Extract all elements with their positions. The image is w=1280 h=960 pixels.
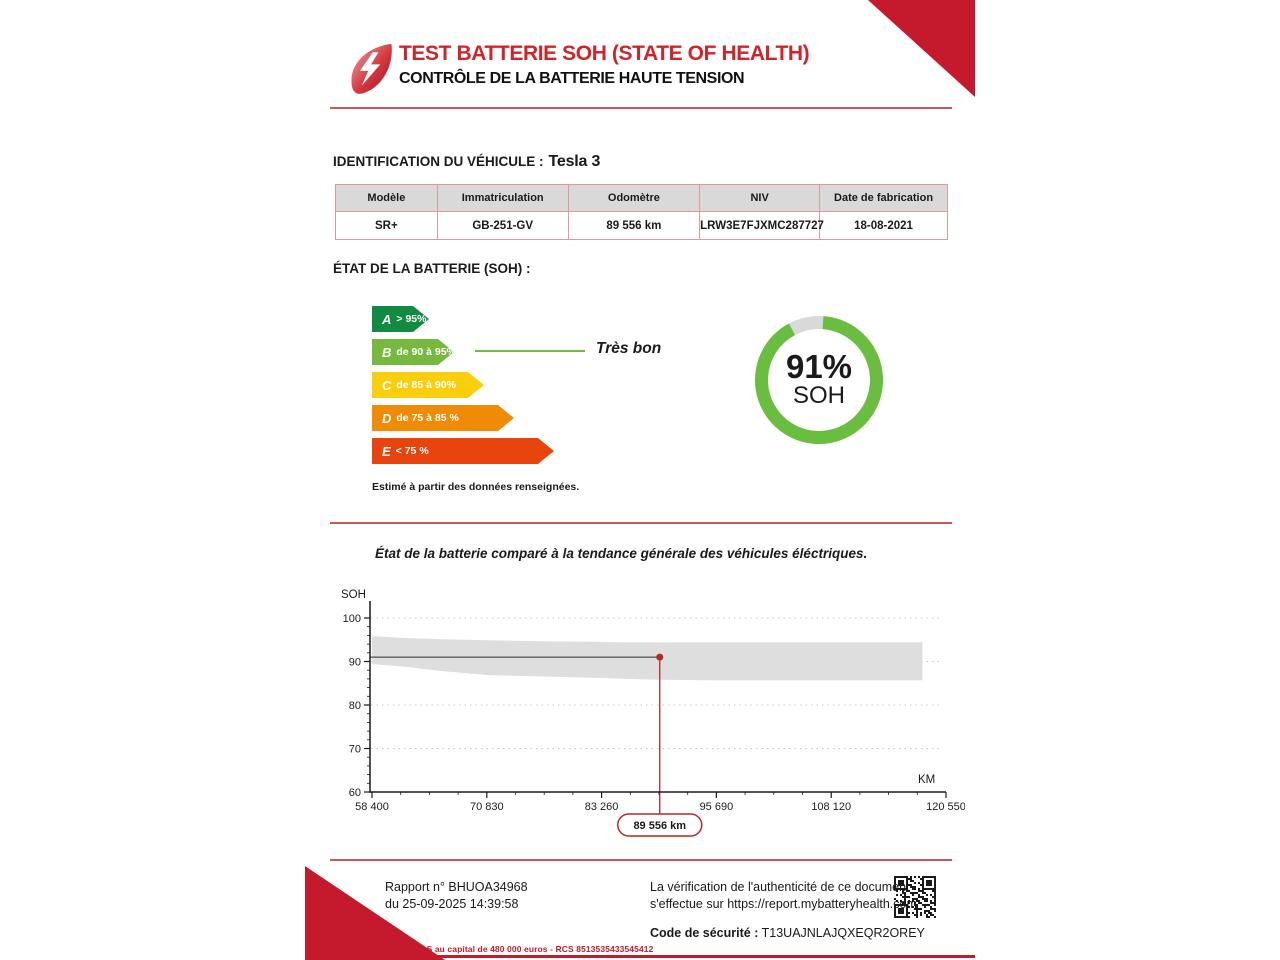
cell-immatriculation: GB-251-GV — [436, 211, 569, 240]
col-header-modele: Modèle — [335, 184, 438, 212]
corner-triangle-top-right — [868, 0, 975, 97]
grade-bar-a: A > 95% — [372, 306, 429, 332]
grade-bar-c: C de 85 à 90% — [372, 372, 484, 398]
bottom-red-rule — [330, 955, 975, 958]
col-header-niv: NIV — [699, 184, 821, 212]
security-code-value: T13UAJNLAJQXEQR2OREY — [761, 926, 925, 940]
svg-text:95 690: 95 690 — [700, 801, 734, 813]
identification-label: IDENTIFICATION DU VÉHICULE : — [333, 154, 544, 169]
verification-line1: La vérification de l'authenticité de ce … — [650, 880, 910, 894]
svg-text:58 400: 58 400 — [355, 801, 389, 813]
soh-donut-gauge — [755, 316, 883, 444]
soh-trend-chart: 100 90 80 70 60 58 400 70 830 83 260 95 690 108 1… — [341, 589, 965, 837]
soh-unit-label: SOH — [792, 382, 845, 409]
verification-url[interactable]: https://report.mybatteryhealth.com — [727, 897, 917, 911]
identification-heading: IDENTIFICATION DU VÉHICULE : Tesla 3 — [333, 153, 600, 171]
report-subtitle: CONTRÔLE DE LA BATTERIE HAUTE TENSION — [399, 70, 745, 87]
svg-text:120 550: 120 550 — [926, 801, 965, 813]
soh-donut-labels: 91% SOH — [753, 314, 885, 446]
svg-text:70: 70 — [349, 744, 361, 756]
verification-block: La vérification de l'authenticité de ce … — [650, 879, 917, 913]
report-date: du 25-09-2025 14:39:58 — [385, 897, 519, 911]
soh-percent-value: 91% — [785, 348, 853, 385]
estimation-note: Estimé à partir des données renseignées. — [372, 481, 580, 493]
brand-leaf-lightning-logo-icon — [351, 43, 392, 94]
grade-bar-b: B de 90 à 95% — [372, 339, 454, 365]
header-divider — [330, 107, 952, 109]
security-code-line: Code de sécurité : T13UAJNLAJQXEQR2OREY — [650, 926, 925, 940]
vehicle-identification-table: Modèle Immatriculation Odomètre NIV Date… — [335, 184, 948, 240]
table-row: SR+ GB-251-GV 89 556 km LRW3E7FJXMC28772… — [335, 211, 948, 240]
svg-text:83 260: 83 260 — [585, 801, 619, 813]
grade-bar-e: E < 75 % — [372, 438, 554, 464]
grade-verdict-connector-line — [475, 350, 585, 352]
svg-text:80: 80 — [349, 700, 361, 712]
report-number: Rapport n° BHUOA34968 — [385, 880, 528, 894]
report-number-block: Rapport n° BHUOA34968 du 25-09-2025 14:3… — [385, 879, 528, 913]
verdict-text: Très bon — [596, 340, 662, 357]
footer-divider — [330, 859, 952, 861]
cell-niv: LRW3E7FJXMC287727 — [699, 211, 824, 240]
col-header-date-fabrication: Date de fabrication — [819, 184, 948, 212]
svg-text:70 830: 70 830 — [470, 801, 504, 813]
col-header-odometre: Odomètre — [567, 184, 701, 212]
grade-scale: A > 95% B de 90 à 95% C de 85 à 90% D de… — [372, 306, 632, 471]
report-title: TEST BATTERIE SOH (STATE OF HEALTH) — [399, 42, 810, 65]
svg-text:SOH: SOH — [341, 589, 366, 601]
legal-notice: VIA SAS au capital de 480 000 euros - RC… — [398, 944, 654, 954]
svg-text:108 120: 108 120 — [811, 801, 851, 813]
chart-title: État de la batterie comparé à la tendanc… — [375, 546, 868, 561]
svg-text:90: 90 — [349, 657, 361, 669]
svg-text:KM: KM — [918, 774, 935, 786]
table-header-row: Modèle Immatriculation Odomètre NIV Date… — [335, 184, 948, 212]
security-code-label: Code de sécurité : — [650, 926, 759, 940]
section-divider — [330, 522, 952, 524]
cell-odometre: 89 556 km — [567, 211, 701, 240]
battery-state-heading: ÉTAT DE LA BATTERIE (SOH) : — [333, 261, 531, 276]
svg-text:60: 60 — [349, 787, 361, 799]
grade-bar-d: D de 75 à 85 % — [372, 405, 514, 431]
cell-modele: SR+ — [335, 211, 438, 240]
svg-text:89 556 km: 89 556 km — [633, 820, 686, 832]
cell-date-fabrication: 18-08-2021 — [819, 211, 948, 240]
svg-text:100: 100 — [343, 613, 361, 625]
col-header-immatriculation: Immatriculation — [436, 184, 569, 212]
qr-code — [894, 876, 936, 918]
verification-line2: s'effectue sur https://report.mybatteryh… — [650, 897, 917, 911]
vehicle-name: Tesla 3 — [548, 153, 601, 170]
